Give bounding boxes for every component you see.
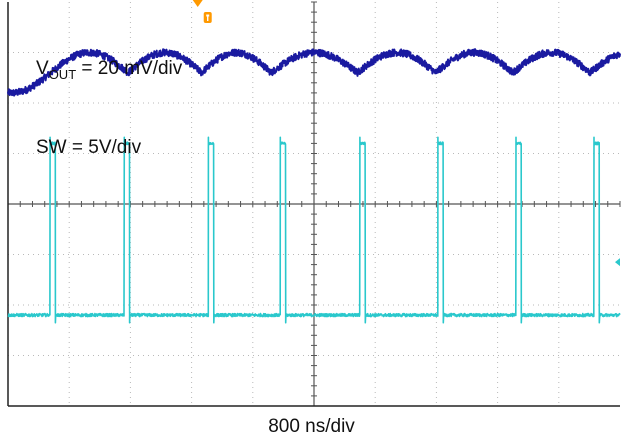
trigger-arrow: [192, 0, 203, 7]
timebase-label: 800 ns/div: [268, 416, 355, 437]
vout-label-subscript: OUT: [48, 67, 77, 82]
trigger-badge-glyph: [207, 16, 209, 21]
vout-trace-group: [7, 48, 621, 97]
vout-label-scale: = 20 mV/div: [76, 58, 183, 79]
trigger-badge-glyph: [206, 14, 210, 17]
graticule: [7, 1, 621, 407]
sw-channel-marker-icon: [615, 258, 620, 267]
sw-trace-group: [7, 136, 621, 324]
vout-trace: [7, 48, 621, 97]
sw-scale-label: SW = 5V/div: [36, 137, 142, 158]
vout-label-main: V: [36, 58, 49, 79]
vout-scale-label: VOUT = 20 mV/div: [36, 58, 182, 82]
marker-group: [192, 0, 620, 267]
sw-trace: [7, 136, 621, 324]
trigger-marker-icon: [192, 0, 212, 23]
